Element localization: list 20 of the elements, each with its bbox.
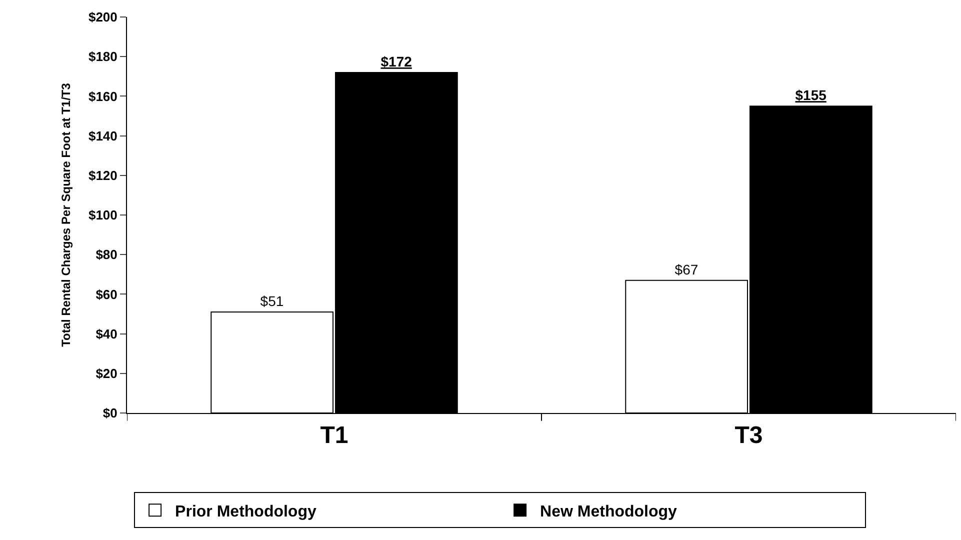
data-label: $51 bbox=[260, 293, 284, 310]
x-tick-label: T1 bbox=[320, 422, 348, 449]
y-axis-title: Total Rental Charges Per Square Foot at T1/T3 bbox=[58, 82, 73, 347]
y-tick-label: $140 bbox=[88, 128, 118, 144]
y-tick-label: $160 bbox=[88, 88, 118, 104]
y-tick-label: $180 bbox=[88, 49, 118, 64]
legend-label: New Methodology bbox=[540, 503, 678, 520]
y-tick-label: $40 bbox=[96, 326, 118, 342]
legend-label: Prior Methodology bbox=[175, 503, 316, 520]
y-tick-label: $0 bbox=[102, 406, 118, 421]
x-tick-label: T3 bbox=[734, 422, 763, 449]
y-tick-label: $60 bbox=[96, 286, 118, 302]
data-label: $155 bbox=[795, 87, 827, 104]
y-tick-label: $120 bbox=[88, 168, 118, 183]
y-tick-label: $80 bbox=[96, 247, 118, 262]
y-tick-label: $200 bbox=[88, 10, 118, 25]
data-label: $172 bbox=[380, 53, 412, 70]
y-tick-label: $20 bbox=[96, 366, 118, 381]
data-label: $67 bbox=[674, 261, 698, 278]
y-tick-label: $100 bbox=[88, 208, 118, 223]
